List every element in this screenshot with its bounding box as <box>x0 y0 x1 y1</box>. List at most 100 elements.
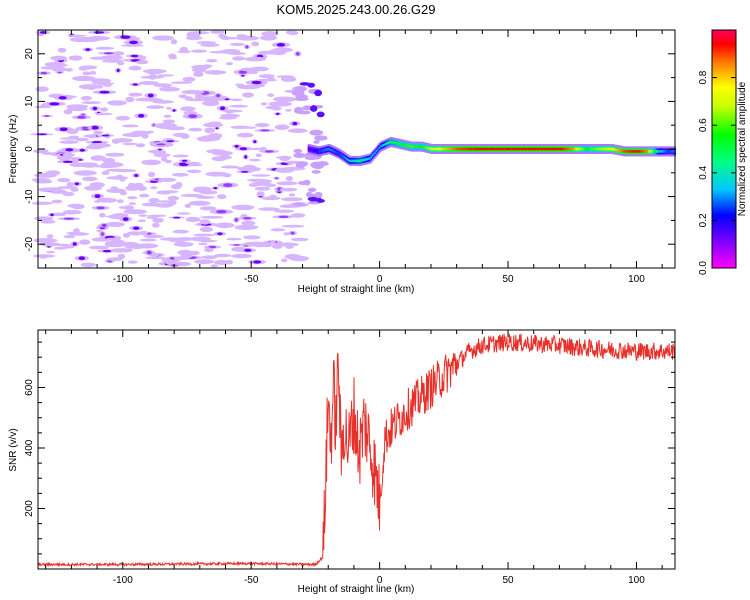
ridge-core <box>580 147 583 151</box>
noise-blob <box>128 92 143 97</box>
noise-blob <box>96 197 118 203</box>
noise-blob <box>80 95 92 101</box>
noise-blob <box>116 60 125 66</box>
noise-blob <box>201 255 218 259</box>
y-tick-label: 600 <box>24 379 35 396</box>
noise-blob <box>251 179 272 184</box>
noise-blob <box>171 172 189 177</box>
noise-blob <box>161 156 168 162</box>
noise-blob-core <box>260 129 270 132</box>
noise-blob <box>152 35 174 41</box>
ridge-core <box>504 147 509 151</box>
noise-blob <box>147 214 167 217</box>
noise-blob <box>146 105 165 109</box>
ridge-core <box>445 147 448 151</box>
noise-blob <box>95 165 119 168</box>
ridge-core <box>641 150 644 153</box>
ridge-core <box>609 147 612 151</box>
noise-blob <box>179 46 188 52</box>
noise-blob-core <box>234 218 238 222</box>
noise-blob-core <box>101 223 107 228</box>
noise-blob <box>127 196 138 200</box>
noise-blob-core <box>101 134 110 137</box>
noise-blob <box>251 41 260 47</box>
noise-blob <box>227 52 246 55</box>
ridge-core <box>315 149 318 153</box>
noise-blob <box>208 121 222 126</box>
noise-blob <box>289 255 309 262</box>
ridge-core <box>374 151 377 154</box>
ridge-core <box>536 147 542 151</box>
noise-blob-core <box>91 141 103 144</box>
snr-x-label: Height of straight line (km) <box>298 584 415 595</box>
noise-blob <box>206 59 218 63</box>
ridge-core <box>540 147 545 151</box>
noise-blob-core <box>253 260 262 264</box>
ridge-core <box>567 147 570 151</box>
x-tick-label: 100 <box>628 575 645 586</box>
noise-blob <box>268 194 277 200</box>
ridge-core <box>393 141 396 145</box>
ridge-core <box>443 147 447 151</box>
ridge-core <box>602 147 606 151</box>
noise-blob <box>204 70 227 75</box>
ridge-core <box>314 149 317 152</box>
noise-blob <box>40 66 58 70</box>
noise-blob <box>105 152 125 157</box>
noise-blob <box>230 253 252 259</box>
noise-blob <box>267 93 275 97</box>
noise-blob <box>123 209 147 215</box>
noise-blob <box>195 93 204 100</box>
noise-blob <box>275 167 295 173</box>
ridge-core <box>352 159 355 163</box>
ridge-core <box>311 148 314 152</box>
x-tick-label: -100 <box>113 575 133 586</box>
noise-blob <box>153 122 177 128</box>
colorbar-tick-label: 0.4 <box>698 165 709 179</box>
noise-blob <box>141 202 163 207</box>
noise-blob <box>78 84 99 90</box>
noise-blob-core <box>62 160 73 163</box>
ridge-core <box>639 150 642 153</box>
snr-x-ticks: -100 -50 0 50 100 <box>45 330 663 586</box>
noise-blob <box>232 56 246 61</box>
noise-blob <box>33 238 58 243</box>
ridge-core <box>482 147 487 151</box>
noise-blob <box>152 150 167 155</box>
noise-blob <box>292 202 306 206</box>
ridge-core <box>411 145 414 148</box>
y-tick-label: -10 <box>24 189 35 204</box>
spectrogram-x-label: Height of straight line (km) <box>298 284 415 295</box>
noise-blob <box>115 115 131 121</box>
noise-blob-core <box>213 187 218 190</box>
ridge-core <box>628 150 631 153</box>
noise-blob <box>73 170 97 176</box>
noise-blob <box>276 181 298 186</box>
noise-blob-core <box>78 159 83 161</box>
noise-blob <box>274 124 290 130</box>
ridge-core <box>341 154 344 157</box>
ridge-core <box>437 147 440 151</box>
ridge-core <box>420 145 423 148</box>
ridge-core <box>631 150 635 153</box>
x-tick-label: 0 <box>377 274 383 285</box>
ridge-core <box>336 151 339 154</box>
noise-blob-core <box>92 106 98 111</box>
noise-blob <box>153 83 172 88</box>
noise-blob <box>85 145 104 150</box>
noise-blob-core <box>251 80 262 85</box>
noise-blob-core <box>216 210 227 214</box>
spectrogram-y-label: Frequency (Hz) <box>8 115 19 184</box>
noise-blob <box>50 55 68 61</box>
noise-blob-core <box>39 31 47 34</box>
noise-blob-core <box>292 121 298 126</box>
noise-blob <box>295 162 306 169</box>
ridge-core <box>400 142 403 146</box>
noise-blob-core <box>156 143 166 146</box>
noise-blob <box>51 199 63 204</box>
noise-blob <box>145 256 166 260</box>
x-tick-label: 50 <box>502 274 514 285</box>
colorbar: 0.0 0.2 0.4 0.6 0.8 Normalized spectral ampl… <box>698 29 748 275</box>
spectrogram-y-ticks: -20 -10 0 10 20 <box>24 29 675 269</box>
ridge-core <box>334 150 337 154</box>
